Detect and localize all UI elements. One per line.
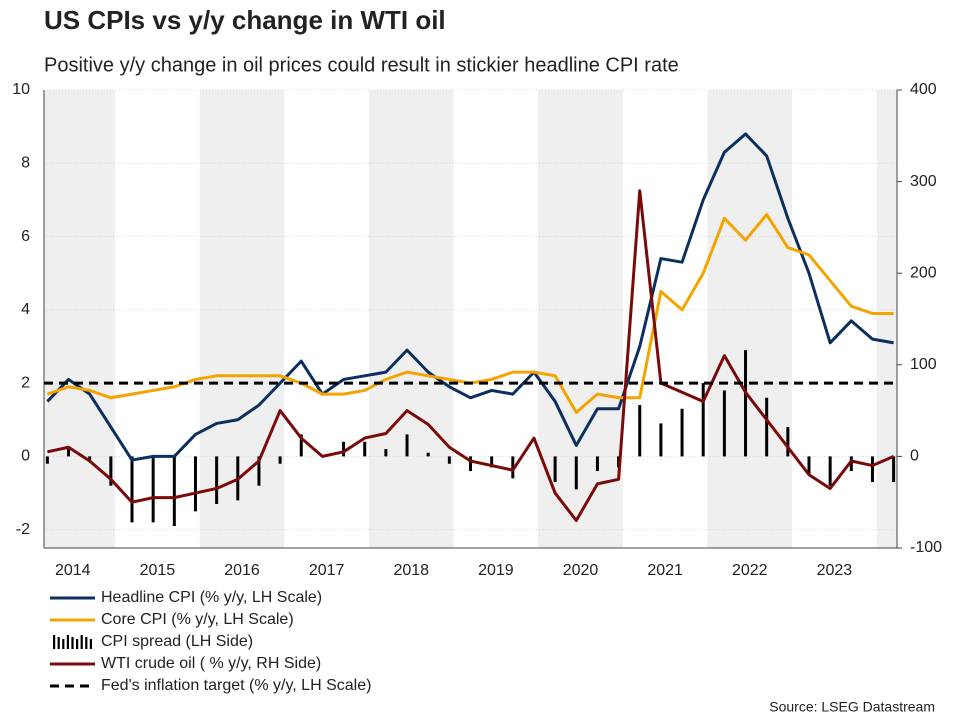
- spread-bar: [469, 456, 472, 472]
- spread-bar: [680, 408, 684, 457]
- chart-title: US CPIs vs y/y change in WTI oil: [44, 5, 446, 35]
- spread-bar: [278, 456, 282, 464]
- year-band: [44, 90, 116, 548]
- legend-label: CPI spread (LH Side): [101, 633, 253, 650]
- year-band: [368, 90, 454, 548]
- spread-bar: [342, 441, 346, 457]
- spread-bar: [172, 456, 176, 527]
- y-tick-label: 0: [21, 448, 30, 465]
- legend-label: WTI crude oil ( % y/y, RH Side): [101, 655, 321, 672]
- x-tick-label: 2017: [309, 562, 345, 579]
- spread-bar: [828, 456, 832, 486]
- legend-swatch: [62, 639, 65, 649]
- spread-bar: [447, 456, 451, 464]
- y-tick-label: -2: [16, 521, 30, 538]
- spread-bar: [659, 423, 663, 457]
- spread-bar: [109, 456, 113, 486]
- spread-bar: [363, 441, 367, 457]
- y-tick-label: 8: [21, 154, 30, 171]
- legend-swatch: [57, 637, 60, 649]
- series-line: [46, 132, 894, 462]
- year-band: [876, 90, 897, 548]
- x-tick-label: 2020: [563, 562, 599, 579]
- spread-bar: [574, 456, 578, 490]
- y2-tick-label: 300: [910, 173, 937, 190]
- y-tick-label: 4: [21, 301, 30, 318]
- spread-bar: [511, 456, 515, 479]
- chart-subtitle: Positive y/y change in oil prices could …: [44, 54, 679, 76]
- y-tick-label: 10: [12, 81, 30, 98]
- spread-bar: [744, 350, 748, 457]
- spread-bar: [299, 434, 303, 457]
- spread-bar: [786, 427, 790, 457]
- y2-tick-label: 400: [910, 81, 937, 98]
- y-tick-label: 6: [21, 228, 30, 245]
- spread-bar: [67, 449, 71, 457]
- y2-tick-label: 100: [910, 356, 937, 373]
- y-tick-label: 2: [21, 374, 30, 391]
- legend-swatch: [80, 635, 83, 649]
- y2-tick-label: 0: [910, 448, 919, 465]
- spread-bar: [88, 456, 92, 461]
- spread-bar: [215, 456, 219, 505]
- x-tick-label: 2023: [817, 562, 853, 579]
- spread-bar: [849, 456, 853, 472]
- legend-swatch: [76, 639, 79, 649]
- spread-bar: [151, 456, 155, 523]
- year-band: [707, 90, 793, 548]
- y2-tick-label: -100: [910, 539, 942, 556]
- spread-bar: [870, 456, 874, 483]
- spread-bar: [45, 456, 49, 464]
- x-tick-label: 2022: [732, 562, 768, 579]
- series-line: [47, 189, 895, 523]
- spread-bar: [638, 405, 642, 457]
- spread-bar: [130, 456, 134, 523]
- legend-swatch: [89, 639, 92, 649]
- legend-swatch: [53, 635, 56, 649]
- spread-bar: [722, 390, 726, 457]
- spread-bar: [553, 456, 557, 483]
- spread-bar: [384, 449, 388, 457]
- x-tick-label: 2019: [478, 562, 514, 579]
- spread-bar: [490, 456, 494, 468]
- x-tick-label: 2018: [393, 562, 429, 579]
- spread-bar: [595, 456, 599, 472]
- spread-bar: [807, 456, 811, 475]
- spread-bar: [405, 434, 409, 457]
- legend-swatch: [71, 637, 74, 649]
- y2-tick-label: 200: [910, 264, 937, 281]
- x-tick-label: 2021: [647, 562, 683, 579]
- spread-bar: [426, 452, 430, 457]
- spread-bar: [765, 397, 769, 457]
- legend-swatch: [66, 635, 69, 649]
- year-band: [538, 90, 623, 548]
- spread-bar: [257, 456, 261, 486]
- x-tick-label: 2014: [55, 562, 91, 579]
- spread-bar: [701, 383, 705, 457]
- spread-bar: [892, 456, 896, 483]
- spread-bar: [193, 456, 197, 512]
- year-band: [199, 90, 285, 548]
- legend-swatch: [85, 637, 88, 649]
- x-tick-label: 2016: [224, 562, 260, 579]
- source: Source: LSEG Datastream: [769, 699, 935, 715]
- legend-label: Core CPI (% y/y, LH Scale): [101, 611, 294, 628]
- legend-label: Headline CPI (% y/y, LH Scale): [101, 589, 322, 606]
- x-tick-label: 2015: [140, 562, 176, 579]
- legend-label: Fed's inflation target (% y/y, LH Scale): [101, 677, 371, 694]
